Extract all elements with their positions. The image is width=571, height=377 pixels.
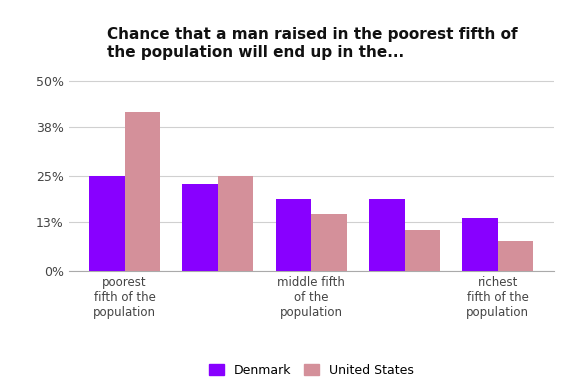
Bar [182,184,218,271]
Bar [404,230,440,271]
Legend: Denmark, United States: Denmark, United States [209,364,413,377]
Bar [89,176,124,271]
Bar [463,218,498,271]
Bar [218,176,254,271]
Bar [369,199,404,271]
Bar [124,112,160,271]
Bar [311,215,347,271]
Bar [276,199,311,271]
Text: Chance that a man raised in the poorest fifth of
the population will end up in t: Chance that a man raised in the poorest … [107,28,518,60]
Bar [498,241,533,271]
